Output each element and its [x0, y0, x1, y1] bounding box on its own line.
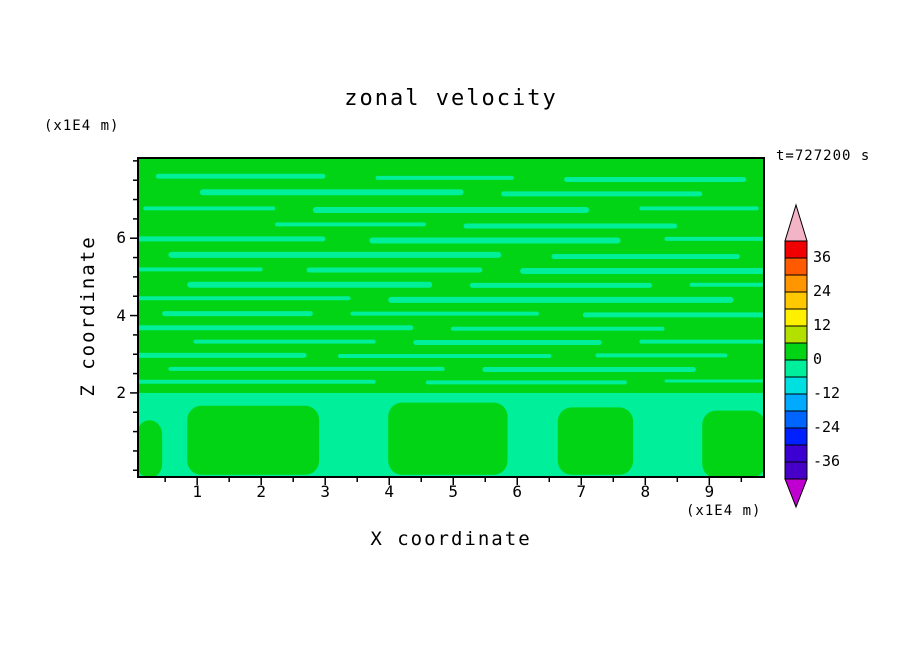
colorbar-tick-label: 0	[813, 350, 823, 368]
contour-streak	[168, 366, 445, 371]
y-tick-label: 4	[116, 305, 126, 325]
contour-streak	[388, 296, 734, 303]
x-tick-label: 1	[192, 482, 202, 501]
contour-streak	[162, 311, 313, 317]
x-tick-label: 9	[704, 482, 715, 501]
colorbar-segment	[784, 444, 808, 463]
contour-streak	[193, 339, 376, 344]
contour-streak	[451, 326, 665, 331]
contour-streak	[137, 352, 307, 358]
time-label: t=727200 s	[776, 148, 871, 164]
x-tick-label: 3	[320, 482, 331, 501]
contour-blob	[187, 405, 320, 475]
contour-streak	[689, 282, 765, 287]
x-tick-label: 8	[640, 482, 651, 501]
colorbar-tick-label: -36	[813, 452, 841, 470]
colorbar-segment	[784, 376, 808, 395]
contour-streak	[375, 175, 514, 180]
contour-streak	[199, 189, 464, 196]
colorbar-tick-label: 24	[813, 282, 832, 300]
colorbar-segment	[784, 325, 808, 344]
contour-streak	[137, 325, 414, 331]
contour-streak	[664, 236, 765, 241]
colorbar-segment	[784, 410, 808, 429]
colorbar-tick-label: 12	[813, 316, 832, 334]
colorbar-segment	[784, 427, 808, 446]
contour-streak	[137, 236, 326, 242]
contour-streak	[168, 251, 502, 258]
contour-streak	[155, 173, 326, 179]
contour-streak	[143, 206, 276, 211]
x-tick-label: 4	[384, 482, 395, 501]
x-axis-unit-label: (x1E4 m)	[686, 503, 762, 519]
contour-streak	[664, 379, 765, 383]
colorbar-tick-label: 36	[813, 248, 832, 266]
contour-streak	[369, 237, 621, 244]
contour-blob	[557, 407, 634, 475]
x-tick-label: 2	[256, 482, 266, 501]
y-axis-unit-label: (x1E4 m)	[44, 118, 120, 134]
colorbar	[784, 203, 808, 509]
colorbar-tick-label: -24	[813, 418, 841, 436]
colorbar-arrow-bottom	[784, 478, 808, 509]
colorbar-segment	[784, 393, 808, 412]
x-tick-label: 6	[512, 482, 523, 501]
contour-streak	[469, 282, 652, 288]
colorbar-arrow-top	[784, 203, 808, 242]
x-axis-title: X coordinate	[370, 528, 532, 550]
contour-streak	[187, 281, 433, 288]
contour-streak	[551, 254, 740, 260]
contour-streak	[350, 311, 539, 316]
contour-streak	[425, 380, 627, 385]
contour-streak	[312, 206, 590, 213]
contour-streak	[463, 223, 678, 229]
y-tick-label: 6	[116, 228, 126, 248]
x-tick-label: 5	[448, 482, 459, 501]
contour-streak	[137, 267, 263, 272]
colorbar-segment	[784, 274, 808, 293]
colorbar-segment	[784, 359, 808, 378]
contour-streak	[639, 339, 765, 344]
colorbar-segment	[784, 342, 808, 361]
colorbar-segment	[784, 257, 808, 276]
contour-plot-area	[130, 157, 765, 485]
colorbar-segment	[784, 240, 808, 259]
contour-streak	[413, 340, 602, 346]
contour-streak	[501, 191, 703, 197]
contour-streak	[520, 267, 765, 274]
colorbar-segment	[784, 291, 808, 310]
contour-streak	[639, 206, 759, 211]
contour-streak	[137, 296, 351, 301]
y-axis-title: Z coordinate	[77, 235, 99, 397]
contour-blob	[702, 410, 765, 478]
contour-streak	[306, 267, 483, 273]
plot-frame	[137, 157, 765, 478]
contour-streak	[137, 379, 376, 384]
colorbar-tick-label: -12	[813, 384, 841, 402]
contour-blob	[137, 420, 163, 478]
contour-streak	[337, 354, 552, 359]
contour-streak	[275, 222, 426, 227]
contour-streak	[595, 353, 728, 358]
y-tick-label: 2	[116, 382, 126, 402]
chart-title: zonal velocity	[344, 86, 558, 111]
colorbar-segment	[784, 461, 808, 480]
contour-streak	[482, 367, 696, 373]
contour-streak	[582, 312, 765, 318]
contour-blob	[388, 402, 508, 475]
x-tick-label: 7	[576, 482, 587, 501]
contour-streak	[564, 176, 747, 182]
colorbar-segment	[784, 308, 808, 327]
